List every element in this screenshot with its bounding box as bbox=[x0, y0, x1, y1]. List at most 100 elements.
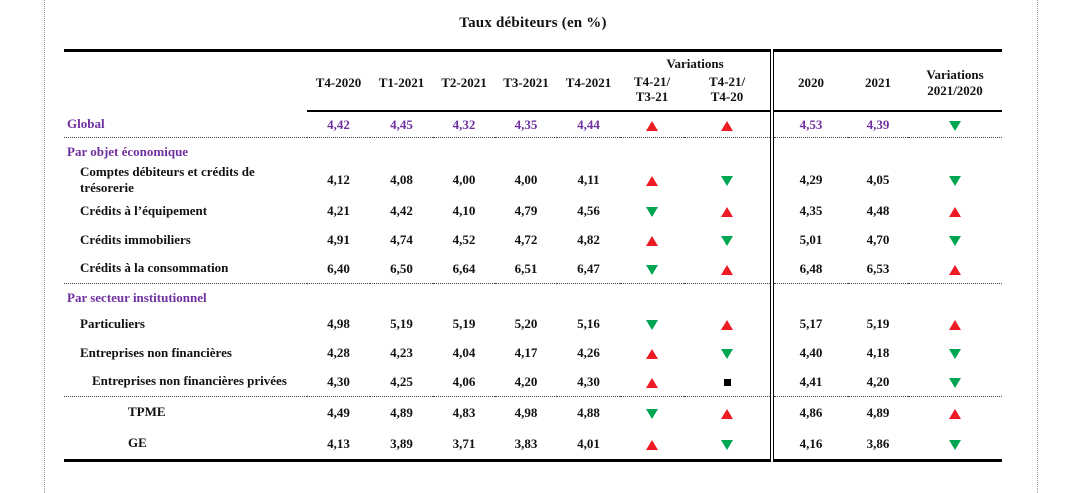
down-triangle-icon bbox=[949, 348, 961, 359]
quarter-value: 4,42 bbox=[307, 110, 370, 139]
row-label: Entreprises non financières privées bbox=[64, 367, 307, 397]
down-triangle-icon bbox=[949, 235, 961, 246]
variation-year-cell bbox=[908, 110, 1002, 139]
down-triangle-icon bbox=[646, 408, 658, 419]
row-label: Crédits à la consommation bbox=[64, 254, 307, 284]
quarter-value: 4,98 bbox=[327, 315, 350, 331]
variation-q-cell bbox=[620, 396, 684, 428]
quarter-value: 4,35 bbox=[495, 110, 557, 139]
year-value: 4,29 bbox=[770, 163, 848, 197]
up-triangle-icon bbox=[721, 206, 733, 217]
year-value: 5,19 bbox=[866, 315, 890, 331]
year-value: 4,20 bbox=[848, 367, 908, 397]
quarter-value: 4,56 bbox=[577, 202, 600, 218]
year-value: 5,01 bbox=[770, 225, 848, 255]
header-variation-y-line1: T4-21/ bbox=[708, 73, 746, 89]
year-value: 4,40 bbox=[770, 338, 848, 368]
quarter-value: 4,11 bbox=[577, 172, 600, 188]
quarter-value: 4,25 bbox=[370, 367, 433, 397]
up-triangle-icon bbox=[949, 408, 961, 419]
year-value: 6,53 bbox=[848, 254, 908, 284]
quarter-value: 6,51 bbox=[495, 254, 557, 284]
down-triangle-icon bbox=[646, 264, 658, 275]
header-quarter-t3-2021: T3-2021 bbox=[495, 50, 557, 112]
row-label: GE bbox=[128, 435, 147, 451]
quarter-value: 4,12 bbox=[327, 172, 350, 188]
header-empty-cell bbox=[64, 51, 307, 111]
section-header-row: Par objet économique bbox=[64, 137, 1002, 164]
variation-y-cell bbox=[684, 110, 772, 139]
up-triangle-icon bbox=[646, 235, 658, 246]
year-value: 4,53 bbox=[770, 110, 848, 139]
quarter-value: 4,88 bbox=[577, 404, 600, 420]
year-value: 4,48 bbox=[866, 202, 890, 218]
year-value: 4,41 bbox=[770, 367, 848, 397]
quarter-value: 4,74 bbox=[390, 231, 413, 247]
variation-q-cell bbox=[620, 254, 684, 284]
quarter-value: 4,52 bbox=[452, 231, 476, 247]
quarter-value: 4,79 bbox=[514, 202, 538, 218]
header-variations-group: Variations bbox=[666, 56, 724, 71]
year-value: 4,70 bbox=[866, 231, 890, 247]
header-variation-q: T4-21/ T3-21 bbox=[620, 71, 684, 112]
row-label: Comptes débiteurs et crédits de trésorer… bbox=[80, 163, 255, 196]
quarter-value: 4,91 bbox=[327, 231, 350, 247]
year-value: 4,16 bbox=[770, 428, 848, 461]
variation-year-cell bbox=[908, 367, 1002, 397]
down-triangle-icon bbox=[949, 377, 961, 388]
section-header-row: Par secteur institutionnel bbox=[64, 283, 1002, 310]
variation-y-cell bbox=[684, 396, 772, 428]
header-variations-year-line1: Variations bbox=[926, 67, 984, 83]
data-row: Comptes débiteurs et crédits de trésorer… bbox=[64, 163, 1002, 197]
up-triangle-icon bbox=[646, 120, 658, 131]
year-value: 4,05 bbox=[866, 172, 890, 188]
header-variation-q-line1: T4-21/ bbox=[633, 73, 671, 89]
up-triangle-icon bbox=[646, 377, 658, 388]
year-value: 3,86 bbox=[866, 435, 890, 451]
quarter-value: 4,00 bbox=[514, 172, 538, 188]
up-triangle-icon bbox=[721, 120, 733, 131]
quarter-value: 4,44 bbox=[557, 110, 620, 139]
data-row: Crédits à l’équipement 4,21 4,42 4,10 4,79 4,… bbox=[64, 196, 1002, 226]
header-quarter-t2-2021: T2-2021 bbox=[433, 50, 495, 112]
quarter-value: 4,72 bbox=[514, 231, 538, 247]
data-row: Crédits immobiliers 4,91 4,74 4,52 4,72 4,82 5… bbox=[64, 225, 1002, 255]
down-triangle-icon bbox=[721, 235, 733, 246]
quarter-value: 4,06 bbox=[433, 367, 495, 397]
row-label: TPME bbox=[128, 404, 166, 420]
header-variation-y-line2: T4-20 bbox=[710, 89, 744, 105]
variation-y-cell bbox=[684, 254, 772, 284]
quarter-value: 3,89 bbox=[390, 435, 413, 451]
variation-y-cell bbox=[684, 367, 772, 397]
down-triangle-icon bbox=[721, 439, 733, 450]
variation-year-cell bbox=[908, 396, 1002, 428]
quarter-value: 4,89 bbox=[390, 404, 413, 420]
up-triangle-icon bbox=[646, 176, 658, 187]
variation-y-cell bbox=[684, 309, 772, 338]
year-value: 6,48 bbox=[770, 254, 848, 284]
header-variation-y: T4-21/ T4-20 bbox=[684, 71, 772, 112]
variation-q-cell bbox=[620, 225, 684, 254]
quarter-value: 4,42 bbox=[390, 202, 413, 218]
quarter-value: 4,26 bbox=[577, 344, 600, 360]
variation-year-cell bbox=[908, 428, 1002, 460]
section-row-spacer bbox=[770, 137, 1002, 164]
header-quarter-t4-2020: T4-2020 bbox=[307, 50, 370, 112]
quarter-value: 6,47 bbox=[557, 254, 620, 284]
quarter-value: 4,45 bbox=[370, 110, 433, 139]
data-row: TPME 4,49 4,89 4,83 4,98 4,88 4,86 4,89 bbox=[64, 396, 1002, 429]
data-row: Crédits à la consommation 6,40 6,50 6,64 6,5… bbox=[64, 254, 1002, 284]
year-value: 4,18 bbox=[866, 344, 890, 360]
quarter-value: 4,21 bbox=[327, 202, 350, 218]
variation-year-cell bbox=[908, 164, 1002, 197]
up-triangle-icon bbox=[646, 439, 658, 450]
quarter-value: 3,71 bbox=[452, 435, 476, 451]
flat-square-icon bbox=[723, 379, 731, 387]
quarter-value: 5,19 bbox=[452, 315, 476, 331]
header-quarter-t4-2021: T4-2021 bbox=[557, 50, 620, 112]
data-row: Particuliers 4,98 5,19 5,19 5,20 5,16 5,17 5,19 bbox=[64, 309, 1002, 339]
table-title: Taux débiteurs (en %) bbox=[459, 15, 607, 31]
quarter-value: 6,40 bbox=[307, 254, 370, 284]
variation-y-cell bbox=[684, 225, 772, 254]
